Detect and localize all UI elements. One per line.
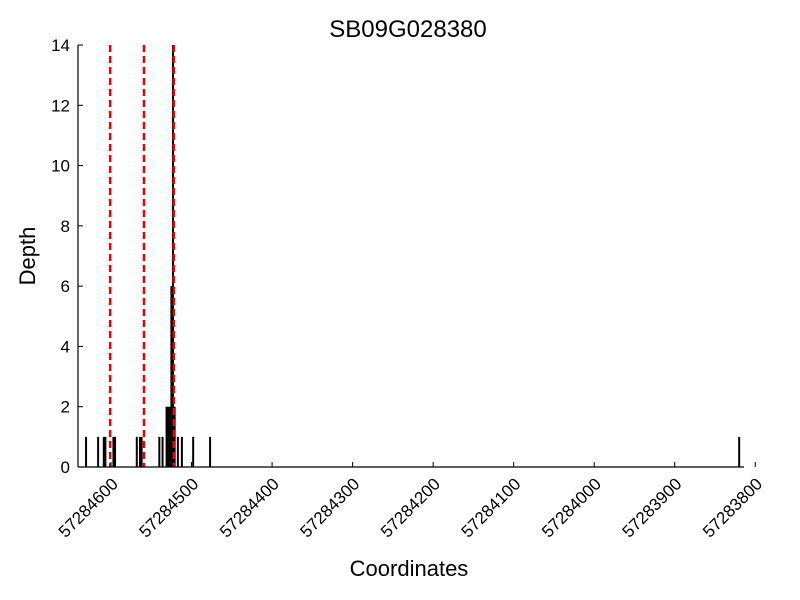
x-tick-label-5: 57284100 [458,474,525,541]
x-axis-label: Coordinates [350,556,469,581]
y-tick-label-0: 0 [61,458,70,477]
y-ticks-layer: 0 2 4 6 8 10 12 14 [51,36,83,477]
x-tick-label-0: 57284600 [55,474,122,541]
y-tick-label-2: 4 [61,337,70,356]
y-tick-label-4: 8 [61,217,70,236]
x-ticks-layer: 57284600 57284500 57284400 57284300 57284200… [55,462,766,541]
x-tick-label-7: 57283900 [619,474,686,541]
axes-layer [77,45,744,468]
x-tick-label-8: 57283800 [699,474,766,541]
x-tick-label-3: 57284300 [297,474,364,541]
y-tick-label-3: 6 [61,277,70,296]
y-axis-label: Depth [15,227,40,286]
x-tick-label-1: 57284500 [135,474,202,541]
markers-layer [108,45,176,467]
x-tick-label-6: 57284000 [538,474,605,541]
y-tick-label-5: 10 [51,157,70,176]
y-tick-label-7: 14 [51,36,70,55]
chart-title: SB09G028380 [329,16,486,43]
bars-layer [85,45,741,467]
y-tick-label-6: 12 [51,96,70,115]
x-tick-label-2: 57284400 [216,474,283,541]
y-tick-label-1: 2 [61,398,70,417]
x-tick-label-4: 57284200 [377,474,444,541]
